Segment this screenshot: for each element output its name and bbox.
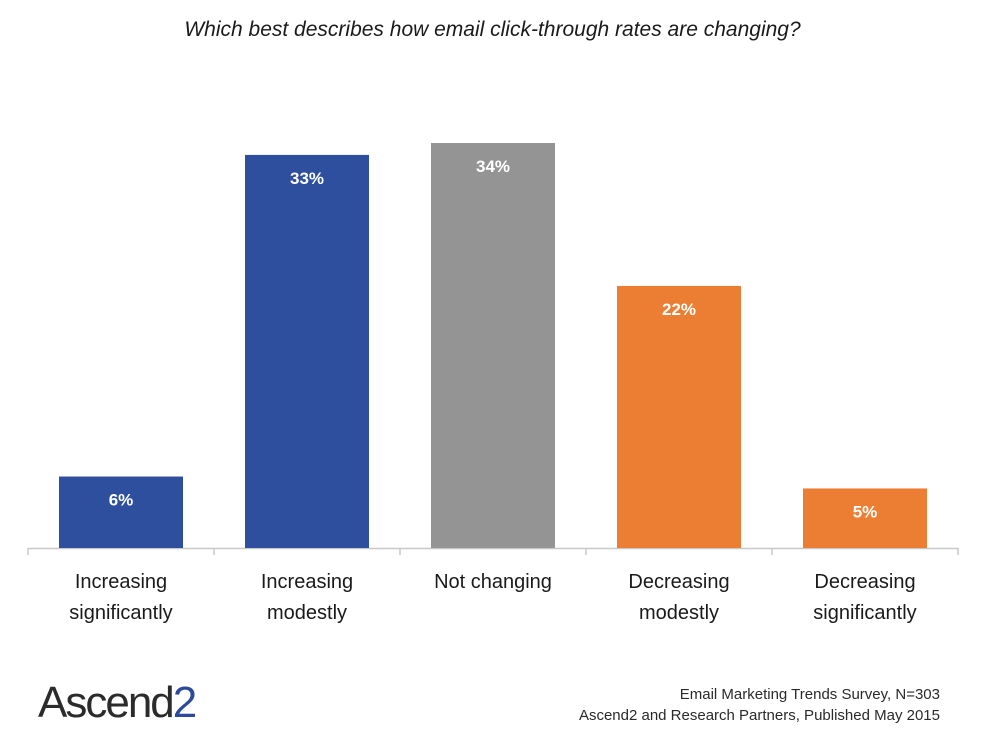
bar-value-label: 5% [853,502,878,521]
source-line-1: Email Marketing Trends Survey, N=303 [679,686,940,703]
logo-text: Ascend [38,678,175,727]
bar-value-label: 22% [662,300,696,319]
bar-value-label: 6% [109,491,134,510]
source-note: Email Marketing Trends Survey, N=303 Asc… [579,684,940,726]
bar-value-label: 34% [476,157,510,176]
category-label: Decreasing [628,571,729,593]
category-label: Decreasing [814,571,915,593]
category-label: modestly [639,602,719,624]
bar [431,143,555,548]
category-label: significantly [813,602,916,624]
ascend2-logo: Ascend2 [38,678,198,728]
category-label: Not changing [434,571,552,593]
chart-title: Which best describes how email click-thr… [184,18,801,41]
category-label: Increasing [261,571,353,593]
bar [245,154,369,549]
logo-mark: 2 [172,678,198,727]
source-line-2: Ascend2 and Research Partners, Published… [578,707,940,724]
category-label: significantly [69,602,172,624]
bar [59,476,183,548]
category-label: Increasing [75,571,167,593]
category-label: modestly [267,602,347,624]
bar [617,285,741,548]
bar [803,488,927,548]
bar-value-label: 33% [290,169,324,188]
